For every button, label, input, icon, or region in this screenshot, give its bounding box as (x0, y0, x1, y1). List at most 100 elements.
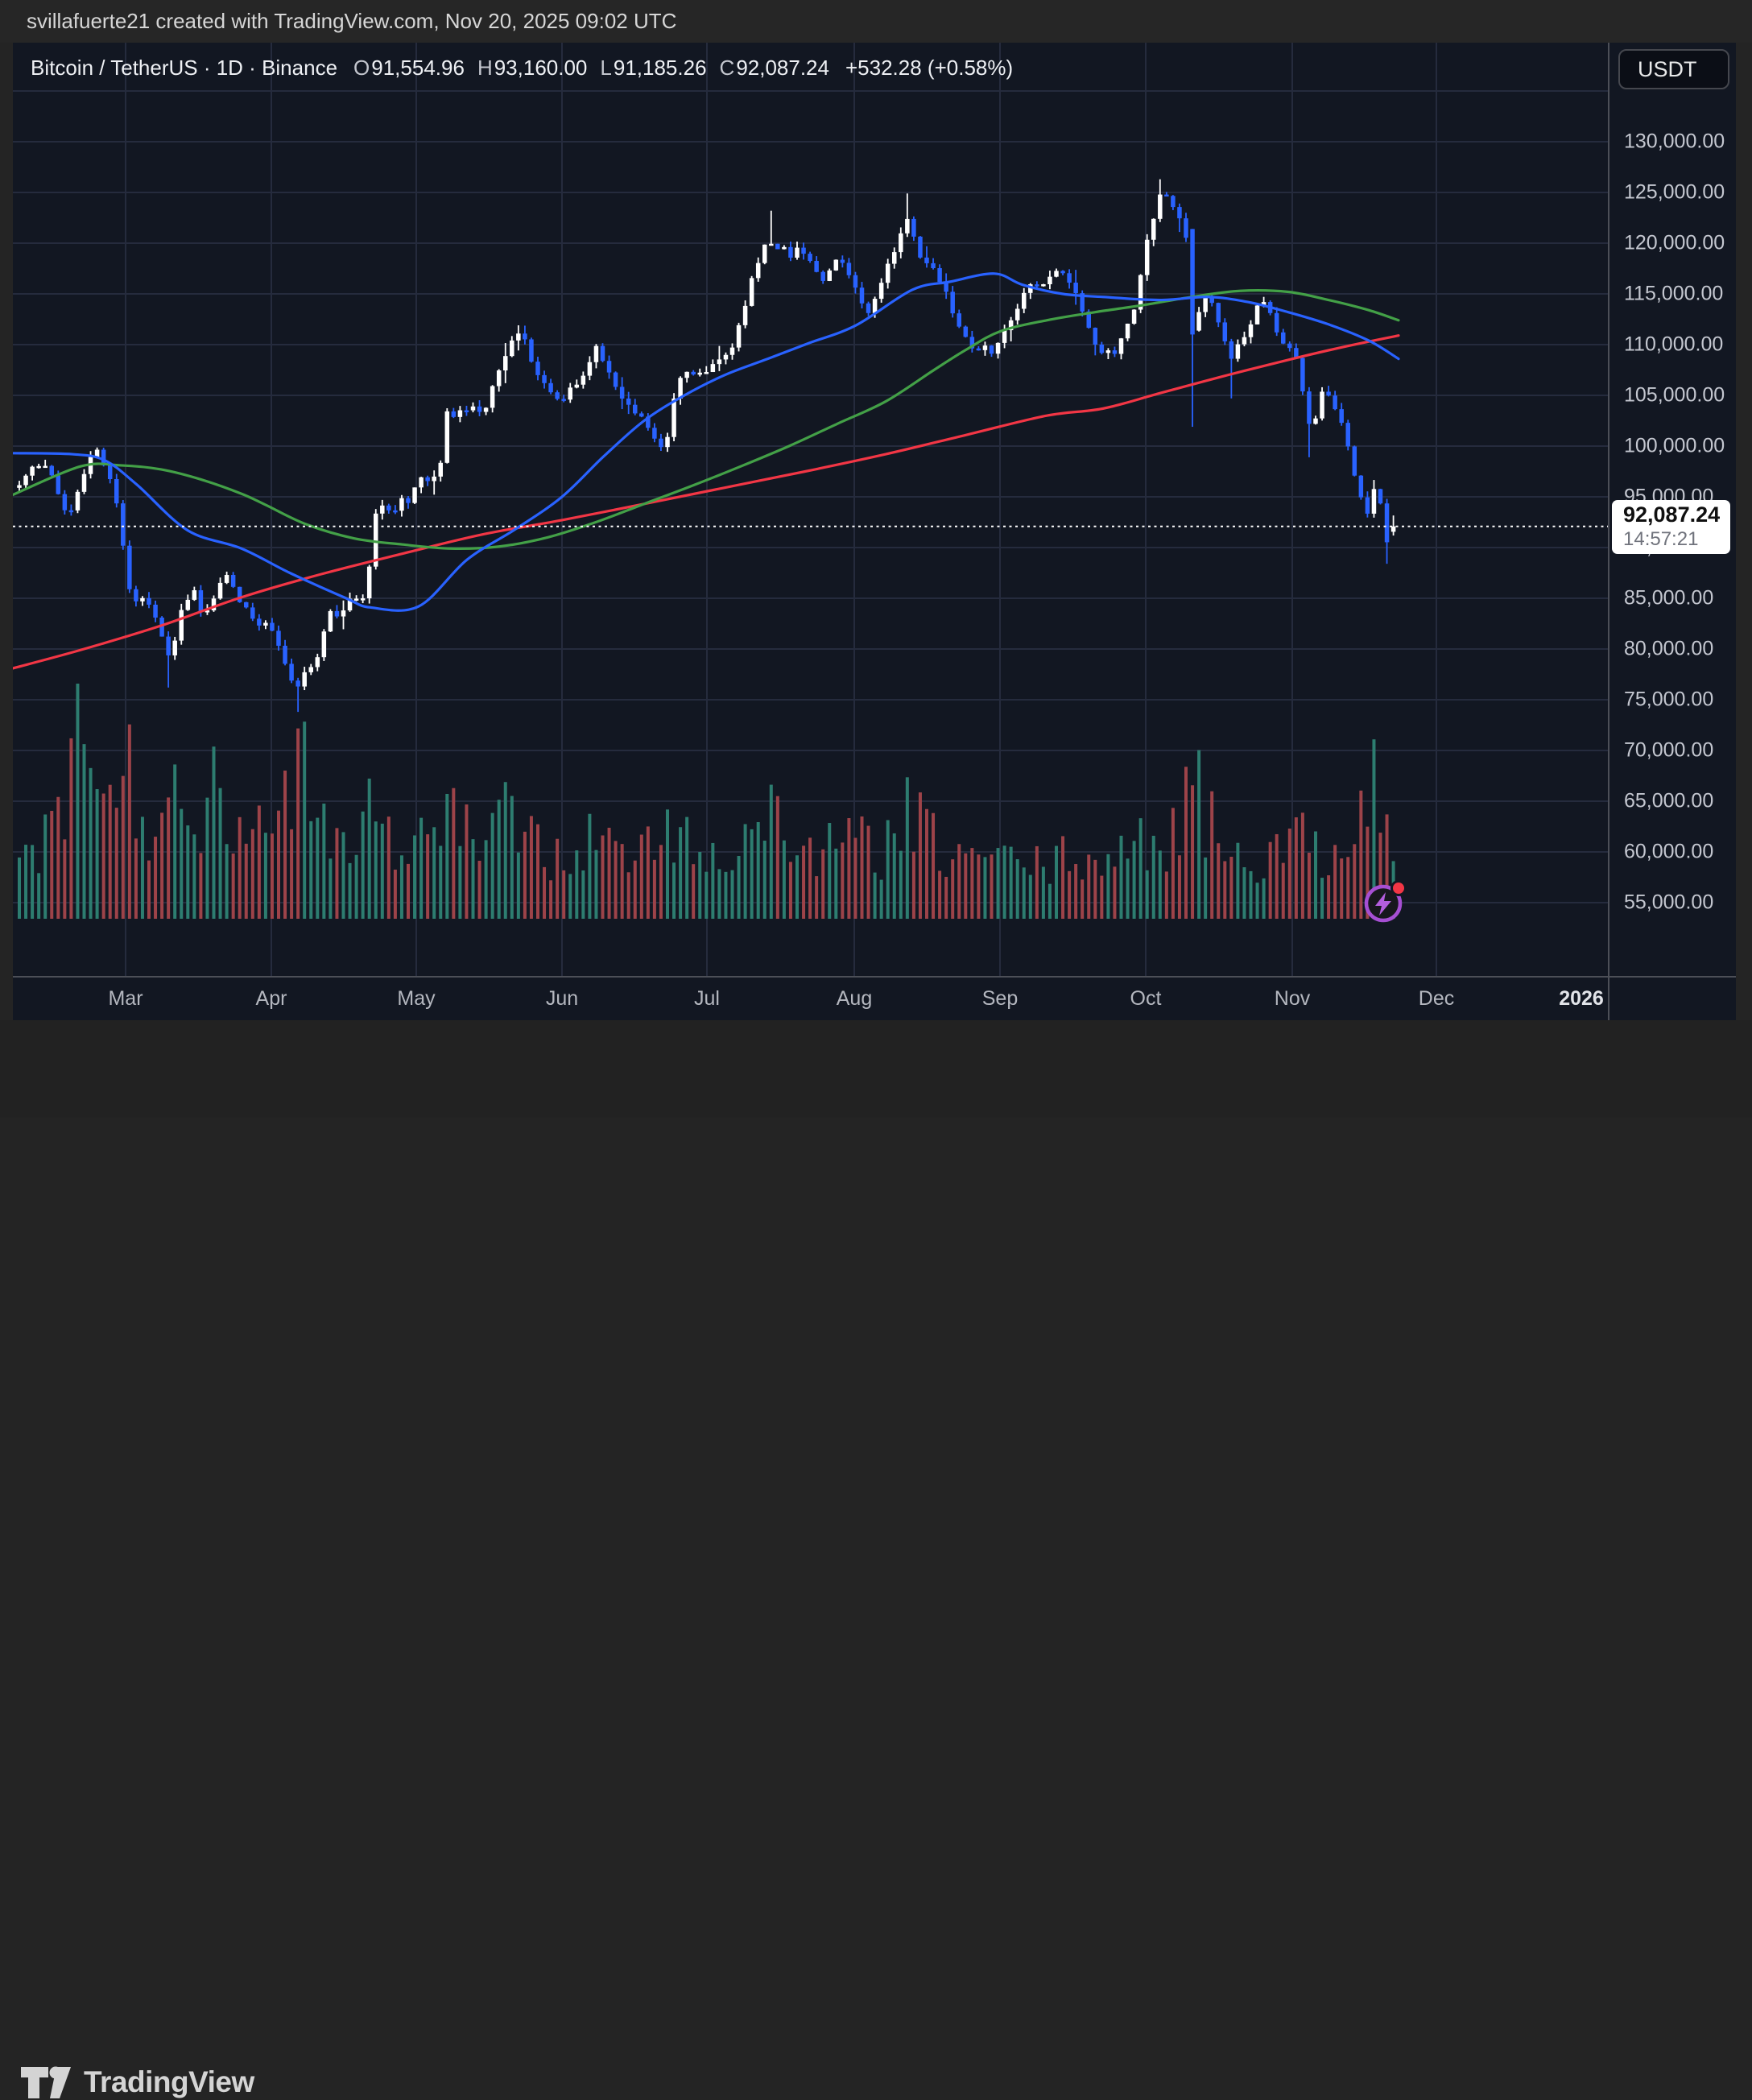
volume-bar (477, 860, 481, 919)
price-tick-label: 80,000.00 (1624, 637, 1714, 660)
volume-bar (698, 851, 702, 919)
axis-separator-vertical[interactable] (1608, 43, 1609, 1020)
candle-down (535, 362, 540, 375)
candle-down (626, 398, 631, 405)
candle-up (665, 436, 670, 448)
candle-up (43, 465, 48, 469)
axis-separator-horizontal[interactable] (13, 976, 1736, 978)
volume-bar (231, 853, 235, 919)
ohlc-item: L91,185.26 (600, 56, 706, 81)
volume-bar (620, 844, 624, 919)
volume-bar (361, 811, 365, 919)
time-axis[interactable]: Mar Apr May Jun Jul Aug Sep Oct Nov Dec 2026 (13, 978, 1608, 1020)
candle-down (1300, 358, 1305, 392)
candle-down (276, 630, 281, 646)
candle-up (1041, 284, 1046, 287)
ohlc-number: 92,087.24 (736, 56, 829, 80)
time-tick-label: Oct (1130, 987, 1162, 1010)
volume-bar (529, 816, 533, 919)
candle-up (574, 384, 580, 388)
chart-pane[interactable] (13, 43, 1608, 976)
volume-bar (523, 831, 527, 919)
volume-bar (114, 808, 118, 919)
volume-bar (853, 837, 857, 919)
time-tick-label: Nov (1274, 987, 1311, 1010)
candle-down (1378, 489, 1383, 504)
candle-down (244, 601, 249, 608)
flash-badge-icon[interactable] (1362, 881, 1409, 928)
volume-bar (1158, 850, 1162, 919)
volume-bar (575, 850, 579, 919)
volume-bar (413, 835, 417, 919)
candle-up (1235, 344, 1241, 359)
candlestick-chart[interactable] (13, 43, 1608, 976)
candle-down (561, 399, 566, 401)
volume-bar (186, 825, 190, 919)
volume-bar (452, 788, 456, 919)
volume-bar (484, 840, 488, 919)
candle-down (153, 604, 158, 618)
tradingview-mark-icon (21, 2066, 71, 2098)
volume-bar (892, 833, 896, 919)
volume-bar (89, 767, 93, 919)
volume-bar (652, 859, 656, 919)
volume-bar (802, 845, 806, 919)
candle-down (1035, 284, 1039, 287)
volume-bar (1022, 867, 1026, 919)
volume-bar (225, 844, 229, 919)
candle-up (697, 372, 702, 375)
candle-up (75, 491, 81, 511)
candle-up (1131, 309, 1137, 324)
volume-bar (1100, 875, 1104, 919)
volume-bar (996, 848, 1000, 919)
candle-up (380, 505, 385, 514)
volume-bar (1314, 831, 1317, 919)
candle-up (172, 640, 177, 655)
candle-down (393, 510, 398, 513)
volume-bar (160, 812, 164, 919)
volume-bar (1145, 870, 1149, 919)
volume-bar (834, 848, 838, 919)
candle-up (205, 610, 210, 613)
candle-up (1320, 391, 1324, 419)
volume-bar (309, 821, 313, 919)
volume-bar (821, 849, 825, 919)
candle-down (944, 282, 948, 292)
time-tick-label: 2026 (1559, 987, 1604, 1010)
volume-bar (614, 841, 618, 919)
volume-bar (290, 829, 294, 919)
price-tick-label: 125,000.00 (1624, 180, 1725, 204)
volume-bar (199, 853, 203, 919)
candle-down (846, 262, 852, 275)
candle-down (1222, 322, 1228, 341)
ohlc-letter: C (719, 56, 735, 80)
price-axis[interactable]: USDT 130,000.00 125,000.00 120,000.00 115,0… (1609, 43, 1736, 1020)
left-gutter (0, 43, 13, 1020)
candle-up (885, 263, 890, 283)
volume-bar (1184, 767, 1188, 919)
candle-down (1358, 475, 1364, 498)
volume-bar (1164, 871, 1168, 919)
candle-wick (1392, 515, 1395, 536)
candle-down (613, 372, 618, 387)
candle-down (147, 597, 151, 605)
candle-down (853, 275, 858, 288)
currency-toggle-button[interactable]: USDT (1618, 49, 1729, 89)
volume-bar (750, 829, 754, 919)
candle-up (684, 371, 689, 378)
volume-bar (562, 870, 566, 919)
volume-bar (1106, 854, 1110, 919)
candle-up (81, 473, 87, 492)
volume-bar (277, 810, 280, 919)
time-tick-label: Mar (108, 987, 143, 1010)
candle-up (1390, 526, 1396, 532)
candle-wick (70, 504, 72, 516)
volume-bar (1333, 845, 1337, 919)
volume-bar (31, 845, 35, 919)
volume-bar (212, 746, 216, 919)
volume-bar (465, 804, 469, 919)
volume-bar (121, 775, 125, 919)
volume-bar (1366, 826, 1370, 919)
candle-down (1345, 423, 1350, 447)
tradingview-logo[interactable]: TradingView (19, 2065, 254, 2100)
